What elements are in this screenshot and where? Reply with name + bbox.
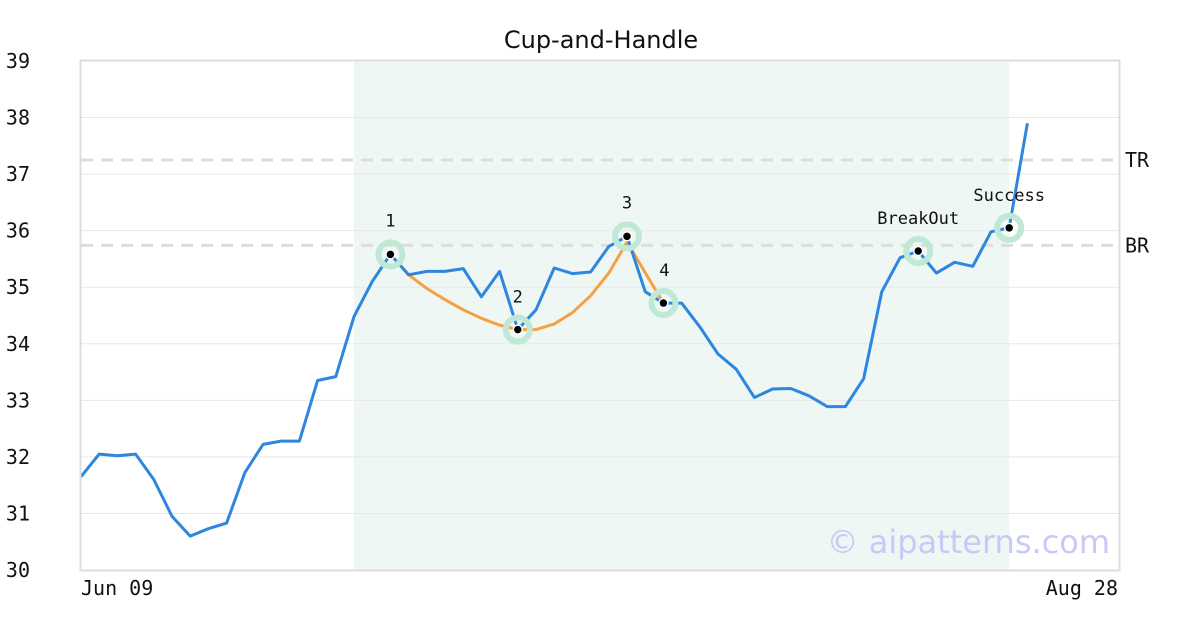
marker-label: 1 [385,211,395,231]
marker-dot [512,324,524,335]
marker-label: Success [973,186,1045,206]
y-tick-label: 33 [6,388,30,412]
price-series-group [79,122,1029,538]
price-series-line [79,122,1029,538]
x-tick-label: Jun 09 [81,576,153,600]
marker-label: 2 [513,288,523,308]
y-axis-ticks: 30 31 32 33 34 35 36 37 38 39 [6,49,30,582]
marker-dot [912,245,924,257]
marker-halo [648,288,679,319]
marker-dot [385,249,396,260]
y-tick-label: 37 [6,162,30,186]
marker-halo [994,212,1025,243]
marker-dot [1003,222,1015,234]
y-tick-label: 38 [6,106,30,130]
marker-halo [502,314,533,345]
pattern-region [354,61,1010,570]
pattern-markers: 1 2 3 4 BreakOut Success [375,186,1045,345]
marker-halo [612,221,642,252]
marker-halo [903,236,934,267]
marker-label: 3 [622,193,632,213]
level-lines: TR BR [81,148,1150,257]
x-tick-label: Aug 28 [1046,576,1118,600]
y-tick-label: 35 [6,275,30,299]
chart-title: Cup-and-Handle [504,26,698,54]
level-label: BR [1125,233,1150,257]
y-tick-label: 31 [6,501,30,525]
level-label: TR [1125,148,1150,172]
y-tick-label: 36 [6,219,30,243]
marker-label: 4 [659,261,669,281]
marker-label: BreakOut [877,209,959,229]
marker-dot [658,297,669,309]
y-tick-label: 34 [6,332,30,356]
watermark: © aipatterns.com [827,523,1110,561]
y-tick-label: 39 [6,49,30,73]
x-axis-ticks: Jun 09 Aug 28 [81,576,1118,600]
plot-frame [79,59,1121,572]
y-tick-label: 30 [6,558,30,582]
marker-halo [375,239,406,270]
plot-background [354,61,1010,570]
y-tick-label: 32 [6,445,30,469]
marker-dot [621,231,633,242]
